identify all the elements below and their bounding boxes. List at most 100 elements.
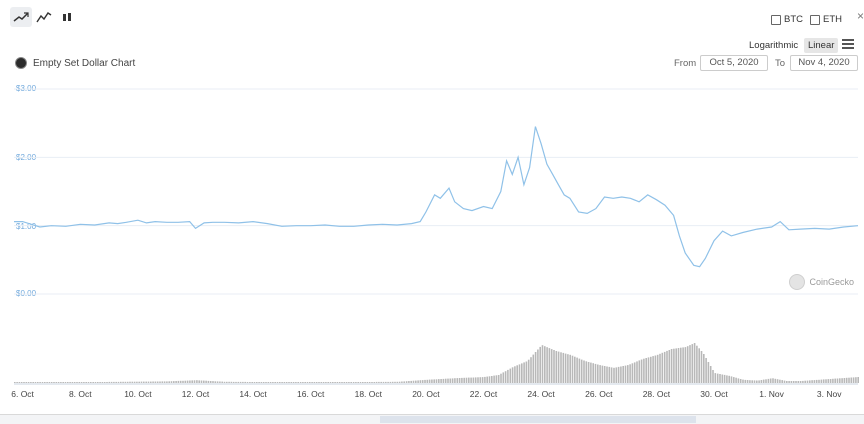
to-date-input[interactable]: Nov 4, 2020 <box>790 55 858 71</box>
price-chart[interactable] <box>0 0 864 410</box>
volume-bar <box>758 380 760 383</box>
volume-bar <box>398 381 401 383</box>
volume-bar <box>659 353 661 383</box>
volume-bar <box>514 366 516 383</box>
volume-bar <box>85 382 87 383</box>
volume-bar <box>424 379 426 383</box>
volume-bar <box>226 381 228 383</box>
volume-bar <box>387 381 389 383</box>
volume-bar <box>802 380 804 383</box>
volume-bar <box>829 379 832 383</box>
close-icon[interactable]: × <box>856 9 864 23</box>
volume-bar <box>491 376 493 383</box>
volume-bar <box>362 382 364 383</box>
volume-bar <box>680 347 682 383</box>
volume-bar <box>83 382 85 383</box>
volume-bar <box>500 373 502 383</box>
volume-bar <box>320 382 323 383</box>
volume-bar <box>359 382 362 383</box>
volume-bar <box>318 382 320 383</box>
volume-bar <box>168 381 170 383</box>
volume-bar <box>223 381 226 383</box>
volume-bar <box>244 381 246 383</box>
volume-bar <box>809 380 811 383</box>
volume-bar <box>675 348 677 383</box>
volume-bar <box>309 382 311 383</box>
volume-bar <box>650 356 652 383</box>
area-chart-button[interactable] <box>33 7 55 27</box>
volume-bar <box>857 377 859 383</box>
volume-bar <box>608 366 611 383</box>
volume-bar <box>698 348 700 383</box>
volume-bar <box>113 381 115 383</box>
from-date-input[interactable]: Oct 5, 2020 <box>700 55 768 71</box>
volume-bar <box>179 380 182 383</box>
candlestick-button[interactable] <box>56 7 78 27</box>
volume-bar <box>580 359 583 383</box>
volume-bar <box>806 380 809 383</box>
volume-bar <box>110 381 113 383</box>
volume-bar <box>521 363 523 383</box>
volume-bar <box>25 382 28 383</box>
volume-bar <box>64 382 67 383</box>
volume-bar <box>159 381 161 383</box>
volume-bar <box>788 381 790 383</box>
volume-bar <box>666 350 668 383</box>
logarithmic-button[interactable]: Logarithmic <box>749 40 799 51</box>
volume-bar <box>832 378 834 383</box>
x-tick-label: 20. Oct <box>412 389 440 399</box>
volume-bar <box>14 382 16 383</box>
volume-bar <box>214 381 217 383</box>
volume-bar <box>576 357 578 383</box>
volume-bar <box>203 380 205 383</box>
volume-bar <box>848 377 850 383</box>
volume-bar <box>472 377 475 383</box>
volume-bar <box>534 352 537 383</box>
volume-bar <box>124 381 127 383</box>
volume-bar <box>375 381 378 383</box>
volume-bar <box>638 360 641 383</box>
volume-bar <box>617 366 620 383</box>
volume-bar <box>219 381 221 383</box>
volume-bar <box>555 351 558 383</box>
volume-bar <box>509 368 512 383</box>
volume-bar <box>769 378 772 383</box>
hamburger-icon[interactable] <box>842 37 854 51</box>
compare-btc[interactable]: BTC <box>771 14 803 25</box>
volume-bar <box>256 382 258 383</box>
volume-bar <box>267 382 270 383</box>
volume-bar <box>527 359 530 383</box>
volume-bar <box>532 354 535 383</box>
volume-bar <box>677 348 680 383</box>
volume-bar <box>795 381 797 383</box>
volume-bar <box>352 382 355 383</box>
volume-bars <box>14 343 859 383</box>
volume-bar <box>468 377 470 383</box>
volume-bar <box>120 381 122 383</box>
x-tick-label: 1. Nov <box>759 389 784 399</box>
linear-button[interactable]: Linear <box>804 38 839 53</box>
volume-bar <box>703 354 705 383</box>
volume-bar <box>209 381 212 383</box>
volume-bar <box>670 349 673 383</box>
compare-eth[interactable]: ETH <box>810 14 842 25</box>
volume-bar <box>507 369 509 383</box>
volume-bar <box>412 380 415 383</box>
volume-bar <box>304 382 306 383</box>
volume-bar <box>348 382 350 383</box>
volume-bar <box>16 382 18 383</box>
x-tick-label: 18. Oct <box>354 389 382 399</box>
volume-bar <box>163 381 166 383</box>
volume-bar <box>746 380 749 383</box>
volume-bar <box>39 382 41 383</box>
volume-bar <box>177 380 180 383</box>
volume-bar <box>786 381 788 383</box>
volume-bar <box>484 376 486 383</box>
volume-bar <box>145 381 147 383</box>
volume-bar <box>170 381 173 383</box>
navigator-selection[interactable] <box>380 416 696 423</box>
volume-bar <box>186 380 189 383</box>
volume-bar <box>560 352 562 383</box>
volume-bar <box>150 381 152 383</box>
line-chart-button[interactable] <box>10 7 32 27</box>
